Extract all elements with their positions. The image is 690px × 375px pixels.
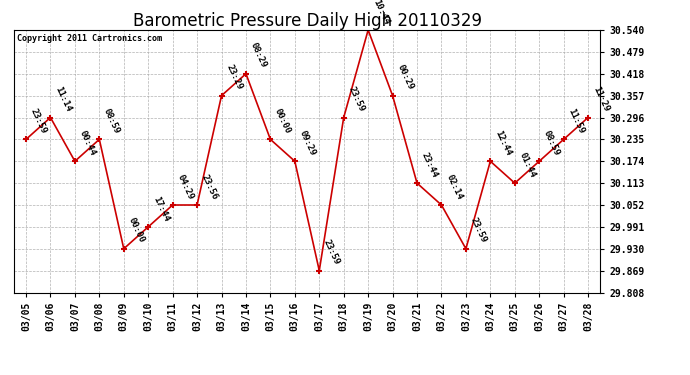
Text: 11:59: 11:59 [566,107,586,135]
Text: 00:44: 00:44 [78,129,97,157]
Text: 04:29: 04:29 [175,172,195,201]
Text: 12:44: 12:44 [493,129,513,157]
Text: 23:44: 23:44 [420,151,440,179]
Text: 23:59: 23:59 [29,107,48,135]
Text: 08:59: 08:59 [542,129,562,157]
Text: 00:29: 00:29 [395,63,415,92]
Text: 23:59: 23:59 [346,85,366,113]
Text: 01:44: 01:44 [518,151,537,179]
Text: 23:29: 23:29 [224,63,244,92]
Text: 23:59: 23:59 [469,216,489,244]
Text: 11:14: 11:14 [53,85,72,113]
Text: 08:59: 08:59 [102,107,121,135]
Text: 23:59: 23:59 [322,238,342,267]
Text: 10:44: 10:44 [371,0,391,26]
Text: 17:44: 17:44 [151,195,170,223]
Text: 09:29: 09:29 [297,129,317,157]
Title: Barometric Pressure Daily High 20110329: Barometric Pressure Daily High 20110329 [132,12,482,30]
Text: 00:00: 00:00 [126,216,146,244]
Text: Copyright 2011 Cartronics.com: Copyright 2011 Cartronics.com [17,34,161,43]
Text: 02:14: 02:14 [444,172,464,201]
Text: 23:56: 23:56 [200,172,219,201]
Text: 08:29: 08:29 [248,41,268,70]
Text: 11:29: 11:29 [591,85,611,113]
Text: 00:00: 00:00 [273,107,293,135]
